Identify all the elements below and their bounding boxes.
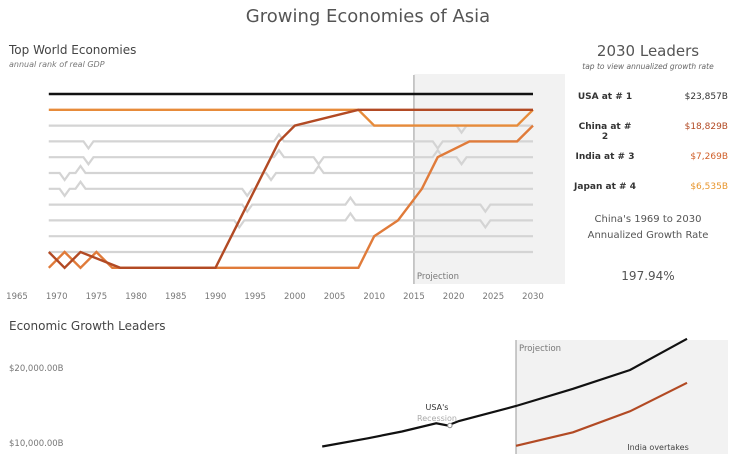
leader-value: $18,829B — [684, 122, 728, 132]
x-tick-label: 2020 — [443, 292, 465, 302]
x-tick-label: 2010 — [363, 292, 385, 302]
projection-label: Projection — [417, 272, 459, 282]
leader-row-china[interactable]: China at # 2 $18,829B — [568, 122, 728, 142]
leader-value: $23,857B — [684, 92, 728, 102]
leader-row-japan[interactable]: Japan at # 4 $6,535B — [568, 182, 728, 196]
rank-chart-subtitle: annual rank of real GDP — [9, 60, 105, 69]
x-tick-label: 1995 — [244, 292, 266, 302]
growth-chart-title: Economic Growth Leaders — [9, 319, 166, 333]
rank-chart-title: Top World Economies — [9, 43, 137, 57]
rank-line-other — [48, 132, 533, 151]
leader-row-usa[interactable]: USA at # 1 $23,857B — [568, 92, 728, 106]
x-tick-label: 2015 — [403, 292, 425, 302]
leader-value: $6,535B — [690, 182, 728, 192]
rank-line-india[interactable] — [47, 124, 534, 270]
recession-marker — [447, 422, 453, 429]
leaders-subtitle: tap to view annualized growth rate — [582, 62, 714, 71]
callout-india-overtakes: India overtakes — [627, 443, 689, 452]
growth-line-usa[interactable] — [322, 337, 688, 448]
growth-rate-value: 197.94% — [621, 269, 675, 283]
y-tick-label: $20,000.00B — [9, 364, 64, 374]
leaders-panel: 2030 Leaders tap to view annualized grow… — [568, 42, 728, 283]
x-tick-label: 2030 — [522, 292, 544, 302]
leader-label: Japan at # 4 — [574, 182, 636, 192]
projection-region — [516, 340, 728, 454]
leaders-title: 2030 Leaders — [596, 42, 700, 60]
growth-rate-label: China's 1969 to 2030 Annualized Growth R… — [587, 214, 709, 241]
rank-line-china[interactable] — [47, 108, 533, 270]
leader-label: USA at # 1 — [577, 92, 633, 102]
x-tick-label: 2000 — [284, 292, 306, 302]
growth-chart[interactable]: Projection $20,000.00B $10,000.00B USA's Rec… — [0, 330, 736, 454]
rank-line-japan[interactable] — [48, 108, 534, 127]
callout-usa-recession: Recession — [417, 414, 457, 423]
projection-label: Projection — [519, 344, 561, 354]
leader-label: India at # 3 — [575, 152, 635, 162]
x-tick-label: 1985 — [165, 292, 187, 302]
x-tick-label: 1990 — [205, 292, 227, 302]
y-tick-label: $10,000.00B — [9, 439, 64, 449]
leader-row-india[interactable]: India at # 3 $7,269B — [568, 152, 728, 166]
x-tick-label: 1965 — [6, 292, 28, 302]
growth-line-india[interactable] — [515, 381, 688, 447]
x-tick-label: 1980 — [125, 292, 147, 302]
page-title: Growing Economies of Asia — [245, 6, 491, 27]
callout-usa-recession: USA's — [426, 403, 449, 412]
x-tick-label: 2005 — [324, 292, 346, 302]
x-tick-label: 1975 — [86, 292, 108, 302]
rank-line-other — [48, 164, 533, 182]
x-tick-label: 1970 — [46, 292, 68, 302]
rank-chart[interactable]: Projection 1965 1970 1975 1980 1985 1990 1995 20… — [0, 72, 568, 304]
leader-label: China at # 2 — [578, 122, 632, 142]
x-tick-label: 2025 — [482, 292, 504, 302]
leader-value: $7,269B — [690, 152, 728, 162]
rank-line-other — [48, 179, 533, 198]
